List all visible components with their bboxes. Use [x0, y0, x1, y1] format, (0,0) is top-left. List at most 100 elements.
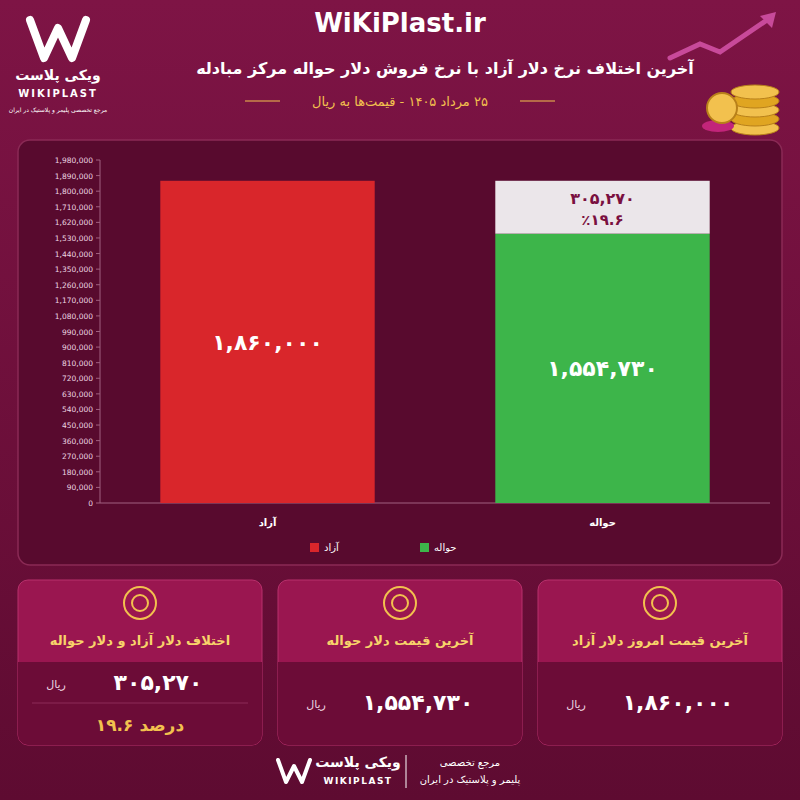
card-value-bg [18, 662, 262, 745]
x-tick-label: حواله [589, 517, 616, 529]
footer: ویکی پلاست WIKIPLAST مرجع تخصصی پلیمر و پلا… [278, 754, 520, 788]
card-bg [538, 580, 782, 745]
card-value-bg [278, 662, 522, 745]
footer-divider [406, 755, 407, 788]
footer-name-en: WIKIPLAST [323, 776, 392, 786]
y-tick [96, 471, 100, 472]
y-tick [96, 487, 100, 488]
y-tick [96, 503, 100, 504]
y-tick-label: 90,000 [67, 483, 93, 492]
footer-tagline: پلیمر و پلاستیک در ایران [420, 774, 521, 786]
y-tick-label: 540,000 [62, 405, 93, 414]
y-tick [96, 284, 100, 285]
background [0, 0, 800, 800]
y-tick [96, 331, 100, 332]
y-tick [96, 378, 100, 379]
y-tick [96, 269, 100, 270]
trend-arrow [670, 18, 770, 58]
footer-tagline: مرجع تخصصی [440, 757, 500, 769]
card-icon-inner [652, 595, 668, 611]
y-tick-label: 180,000 [62, 468, 93, 477]
y-tick-label: 900,000 [62, 343, 93, 352]
card-value: ۱,۵۵۴,۷۳۰ [363, 690, 474, 715]
coins-decoration [670, 12, 779, 135]
legend-label: آزاد [324, 541, 340, 553]
y-tick [96, 222, 100, 223]
card-icon-inner [132, 595, 148, 611]
y-tick-label: 990,000 [62, 328, 93, 337]
y-tick [96, 160, 100, 161]
y-tick-label: 1,800,000 [55, 187, 93, 196]
logo-name-en: WIKIPLAST [18, 88, 98, 99]
y-tick-label: 1,710,000 [55, 203, 93, 212]
legend: آزاد حواله [310, 541, 457, 553]
title: آخرین اختلاف نرخ دلار آزاد با نرخ فروش د… [196, 58, 694, 78]
card-unit: ریال [306, 698, 326, 711]
legend-label: حواله [434, 542, 457, 553]
plot-area [160, 181, 709, 503]
y-tick [96, 300, 100, 301]
y-tick-label: 630,000 [62, 390, 93, 399]
y-tick-label: 1,170,000 [55, 296, 93, 305]
difference-bar [495, 181, 709, 234]
difference-percent: ٪۱۹.۶ [581, 211, 623, 229]
y-tick-label: 1,260,000 [55, 281, 93, 290]
card: آخرین قیمت امروز دلار آزاد۱,۸۶۰,۰۰۰ریال [538, 580, 782, 745]
logo: ویکی پلاست WIKIPLAST مرجع تخصصی پلیمر و پل… [9, 20, 108, 114]
logo-mark [30, 20, 86, 58]
trend-arrow-head [760, 12, 776, 28]
bar [495, 234, 709, 503]
subtitle-rule [520, 100, 555, 101]
footer-name-fa: ویکی پلاست [315, 754, 401, 771]
card-percent: ۱۹.۶ درصد [96, 715, 185, 735]
y-tick-label: 1,530,000 [55, 234, 93, 243]
y-tick-label: 1,350,000 [55, 265, 93, 274]
y-tick [96, 191, 100, 192]
card-unit: ریال [46, 678, 66, 691]
card-icon-inner [392, 595, 408, 611]
card-value: ۳۰۵,۲۷۰ [114, 670, 203, 695]
y-tick-label: 450,000 [62, 421, 93, 430]
card-value: ۱,۸۶۰,۰۰۰ [623, 690, 734, 715]
data-label: ۱,۸۶۰,۰۰۰ [212, 330, 323, 355]
y-tick [96, 253, 100, 254]
subtitle-rule [245, 100, 280, 101]
coin [731, 85, 779, 99]
card: آخرین قیمت دلار حواله ۱,۵۵۴,۷۳۰ ریال [278, 580, 522, 745]
infographic: WiKiPlast.ir آخرین اختلاف نرخ دلار آزاد ب… [0, 0, 800, 800]
footer-logo-mark [278, 760, 310, 782]
y-tick [96, 315, 100, 316]
bar [160, 181, 374, 503]
card-separator [32, 703, 248, 704]
difference-label: ۳۰۵,۲۷۰ [570, 189, 635, 208]
y-tick [96, 206, 100, 207]
y-tick-label: 1,440,000 [55, 250, 93, 259]
logo-tagline: مرجع تخصصی پلیمر و پلاستیک در ایران [9, 106, 108, 114]
coin-face [707, 93, 737, 123]
subtitle: ۲۵ مرداد ۱۴۰۵ - قیمت‌ها به ریال [312, 94, 488, 110]
card-bg [278, 580, 522, 745]
y-tick-label: 360,000 [62, 437, 93, 446]
logo-name-fa: ویکی پلاست [15, 67, 101, 84]
y-tick [96, 237, 100, 238]
y-tick-label: 1,890,000 [55, 172, 93, 181]
y-tick [96, 362, 100, 363]
data-labels: ۱,۸۶۰,۰۰۰ ۱,۵۵۴,۷۳۰ ۳۰۵,۲۷۰ ٪۱۹.۶ [212, 189, 658, 381]
card-value-bg-top [278, 662, 522, 674]
y-tick-label: 720,000 [62, 374, 93, 383]
y-tick [96, 347, 100, 348]
y-tick-label: 0 [88, 499, 93, 508]
y-tick [96, 409, 100, 410]
data-label: ۱,۵۵۴,۷۳۰ [547, 356, 658, 381]
card-title: آخرین قیمت دلار حواله [327, 632, 474, 648]
y-tick [96, 393, 100, 394]
y-tick-label: 810,000 [62, 359, 93, 368]
y-tick [96, 175, 100, 176]
y-axis: 090,000180,000270,000360,000450,000540,0… [55, 156, 770, 508]
card-value-bg [538, 662, 782, 745]
y-tick-label: 1,620,000 [55, 218, 93, 227]
card-bg [18, 580, 262, 745]
card-value-bg-top [538, 662, 782, 674]
legend-swatch [310, 543, 319, 552]
site-name: WiKiPlast.ir [314, 8, 486, 38]
